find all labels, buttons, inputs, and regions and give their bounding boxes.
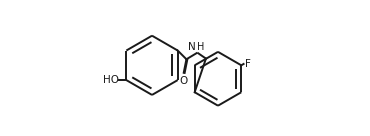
Text: HO: HO xyxy=(103,75,119,85)
Text: O: O xyxy=(179,76,188,86)
Text: N: N xyxy=(188,42,195,52)
Text: H: H xyxy=(197,42,205,52)
Text: F: F xyxy=(245,59,251,69)
